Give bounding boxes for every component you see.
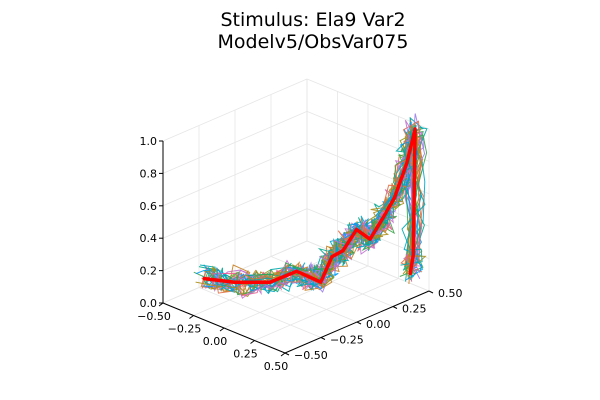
tick-labels: −0.50−0.250.000.250.50−0.50−0.250.000.25… [137, 135, 462, 373]
sample-trajectories [193, 113, 428, 299]
chart-title-line-1: Stimulus: Ela9 Var2 [220, 9, 405, 31]
z-tick-label: 0.4 [140, 232, 158, 245]
grid-line-wall-x-z [162, 208, 308, 271]
y-tick-label: 0.25 [402, 303, 427, 316]
y-tick-mark [284, 352, 290, 356]
grid-line-wall-y-z [306, 78, 430, 130]
grid-line-wall-x-z [162, 175, 308, 239]
grid-line-wall-x-z [162, 111, 308, 174]
y-tick-label: −0.50 [294, 349, 328, 362]
grid-line-wall-x-z [162, 240, 308, 304]
x-tick-mark [280, 352, 286, 357]
stimulus-trajectory [202, 127, 417, 284]
grid-line-floor-y [198, 287, 322, 338]
x-tick-label: 0.00 [203, 335, 228, 348]
y-tick-label: 0.50 [438, 287, 463, 300]
grid-line-wall-y-z [306, 175, 430, 227]
y-tick-mark [320, 337, 326, 340]
x-tick-label: −0.25 [168, 323, 202, 336]
y-tick-label: 0.00 [366, 318, 391, 331]
x-tick-label: 0.25 [233, 348, 258, 361]
y-tick-label: −0.25 [330, 334, 364, 347]
y-tick-mark [428, 290, 434, 294]
chart-title-line-2: Modelv5/ObsVar075 [218, 31, 409, 53]
z-tick-label: 1.0 [140, 135, 158, 148]
grid-line-wall-x-z [162, 143, 308, 207]
grid-line-wall-x-z [162, 78, 308, 142]
sample-trajectory-line [203, 126, 423, 298]
z-tick-label: 0.0 [140, 297, 158, 310]
z-tick-label: 0.2 [140, 265, 158, 278]
y-tick-mark [392, 306, 398, 309]
x-tick-mark [250, 340, 255, 344]
x-tick-mark [219, 327, 225, 332]
x-tick-mark [189, 315, 194, 319]
y-tick-mark [356, 321, 362, 325]
stimulus-line [202, 127, 417, 284]
x-tick-label: 0.50 [264, 360, 289, 373]
z-tick-label: 0.6 [140, 200, 158, 213]
x-tick-label: −0.50 [137, 310, 171, 323]
axes [158, 140, 434, 357]
sample-trajectory-line [204, 134, 428, 296]
z-tick-label: 0.8 [140, 167, 158, 180]
